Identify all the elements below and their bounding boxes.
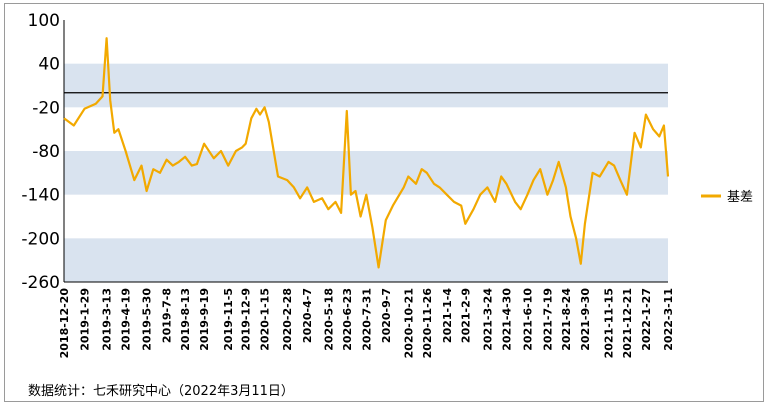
x-tick-label: 2018-12-20: [58, 288, 71, 359]
y-tick-label: 40: [38, 55, 60, 75]
y-tick-label: -140: [21, 186, 60, 206]
x-tick-label: 2020-1-15: [259, 288, 272, 351]
basis-line-chart: 100 40 -20 -80 -140 -200 -260 2018-12-20 2019-1…: [21, 11, 753, 359]
x-tick-label: 2019-11-5: [222, 288, 235, 351]
x-tick-label: 2020-7-31: [360, 288, 373, 351]
x-tick-label: 2019-8-13: [179, 288, 192, 351]
x-tick-label: 2020-6-23: [341, 288, 354, 351]
x-tick-label: 2019-1-29: [79, 288, 92, 351]
x-tick-label: 2021-4-30: [500, 288, 513, 351]
x-tick-label: 2021-3-24: [481, 288, 494, 351]
x-tick-label: 2020-4-7: [301, 288, 314, 343]
y-tick-label: -80: [32, 142, 60, 162]
shaded-band-0: [64, 63, 668, 108]
y-tick-label: -200: [21, 229, 60, 249]
chart-frame: 100 40 -20 -80 -140 -200 -260 2018-12-20 2019-1…: [4, 3, 764, 402]
series-line-0: [63, 37, 670, 269]
x-tick-label: 2021-11-15: [602, 288, 615, 358]
x-tick-label: 2019-3-13: [101, 288, 114, 351]
legend-label: 基差: [727, 190, 753, 205]
x-tick-label: 2020-10-21: [402, 288, 415, 358]
x-tick-label: 2020-5-18: [322, 288, 335, 351]
x-tick-label: 2021-2-9: [459, 288, 472, 343]
x-tick-label: 2021-8-24: [560, 288, 573, 351]
data-source-note: 数据统计：七禾研究中心（2022年3月11日）: [28, 384, 294, 399]
y-tick-label: 100: [28, 11, 60, 31]
x-tick-label: 2021-9-30: [579, 288, 592, 351]
x-tick-label: 2020-2-28: [281, 288, 294, 351]
x-tick-label: 2021-12-21: [621, 288, 634, 358]
shaded-band-1: [64, 151, 668, 195]
x-tick-label: 2019-4-19: [120, 288, 133, 351]
x-tick-label: 2021-1-4: [441, 288, 454, 343]
x-tick-label: 2022-1-27: [640, 288, 653, 351]
x-tick-label: 2019-9-19: [198, 288, 211, 351]
x-tick-label: 2019-12-9: [240, 288, 253, 351]
x-tick-label: 2021-7-19: [541, 288, 554, 351]
x-tick-label: 2020-11-26: [421, 288, 434, 359]
shaded-band-2: [64, 238, 668, 282]
y-tick-label: -20: [32, 98, 60, 118]
x-tick-label: 2020-9-7: [380, 288, 393, 343]
x-tick-label: 2021-6-10: [521, 288, 534, 351]
x-tick-label: 2019-5-30: [141, 288, 154, 351]
x-tick-label: 2022-3-11: [662, 288, 675, 351]
x-tick-label: 2019-7-8: [161, 288, 174, 343]
y-tick-label: -260: [21, 273, 60, 293]
